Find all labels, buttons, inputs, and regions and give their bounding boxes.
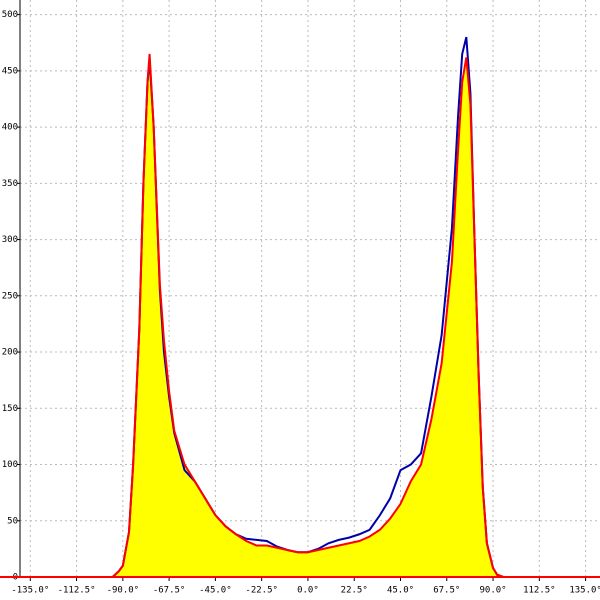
y-tick-label: 50 [7,516,18,526]
y-tick-label: 450 [2,66,18,76]
y-tick-label: 400 [2,123,18,133]
x-tick-label: -135.0° [11,586,49,596]
x-tick-label: 67.5° [433,586,460,596]
x-tick-label: 135.0° [569,586,600,596]
series-line [111,53,504,578]
y-tick-label: 500 [2,10,18,20]
x-tick-label: 22.5° [341,586,368,596]
x-tick-label: -67.5° [153,586,186,596]
y-tick-label: 150 [2,404,18,414]
y-tick-label: 100 [2,460,18,470]
x-tick-label: 112.5° [523,586,556,596]
x-tick-label: 90.0° [480,586,507,596]
x-tick-label: -22.5° [245,586,278,596]
y-tick-label: 200 [2,348,18,358]
y-tick-label: 300 [2,235,18,245]
x-tick-label: -45.0° [199,586,232,596]
x-tick-label: -90.0° [107,586,140,596]
y-tick-label: 350 [2,179,18,189]
y-tick-label: 250 [2,291,18,301]
x-tick-label: -112.5° [58,586,96,596]
x-tick-label: 45.0° [387,586,414,596]
x-tick-label: 0.0° [297,586,319,596]
